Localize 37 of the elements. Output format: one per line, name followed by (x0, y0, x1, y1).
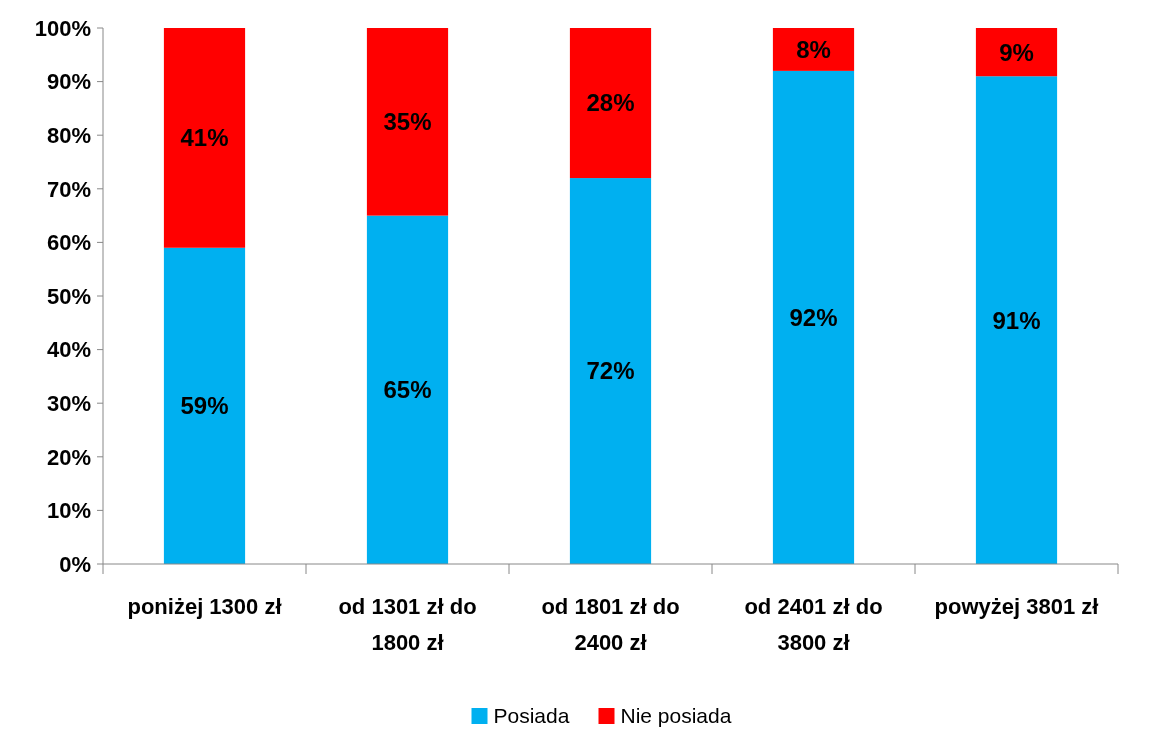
data-label: 9% (999, 38, 1034, 66)
data-label: 92% (789, 303, 838, 331)
y-tick-label: 100% (34, 15, 91, 41)
x-tick-label: powyżej 3801 zł (934, 594, 1099, 619)
y-tick-label: 10% (46, 498, 91, 524)
x-tick-label: poniżej 1300 zł (127, 594, 282, 619)
y-tick-label: 30% (46, 390, 91, 416)
bar (772, 70, 855, 564)
data-label: 91% (992, 306, 1041, 334)
bar (163, 28, 246, 248)
y-tick-label: 70% (46, 176, 91, 202)
data-label: 8% (796, 35, 831, 63)
bar (975, 28, 1058, 77)
y-tick-label: 90% (46, 69, 91, 95)
legend-label: Posiada (493, 704, 570, 728)
bar (569, 28, 652, 179)
bar (569, 178, 652, 564)
data-label: 41% (180, 124, 229, 152)
x-tick-label: od 1801 zł do 2400 zł (541, 594, 680, 655)
data-label: 28% (586, 89, 635, 117)
data-label: 59% (180, 392, 229, 420)
y-tick-label: 80% (46, 122, 91, 148)
bar (366, 28, 449, 216)
bar (975, 76, 1058, 564)
bar (366, 215, 449, 564)
y-tick-label: 20% (46, 444, 91, 470)
data-label: 35% (383, 108, 432, 136)
data-label: 72% (586, 357, 635, 385)
y-tick-label: 40% (46, 337, 91, 363)
y-tick-label: 60% (46, 230, 91, 256)
legend-label: Nie posiada (620, 704, 732, 728)
x-tick-label: od 2401 zł do 3800 zł (744, 594, 883, 655)
x-tick-label: od 1301 zł do 1800 zł (338, 594, 477, 655)
y-tick-label: 0% (59, 551, 91, 577)
y-tick-label: 50% (46, 283, 91, 309)
data-label: 65% (383, 376, 432, 404)
bar (163, 247, 246, 564)
